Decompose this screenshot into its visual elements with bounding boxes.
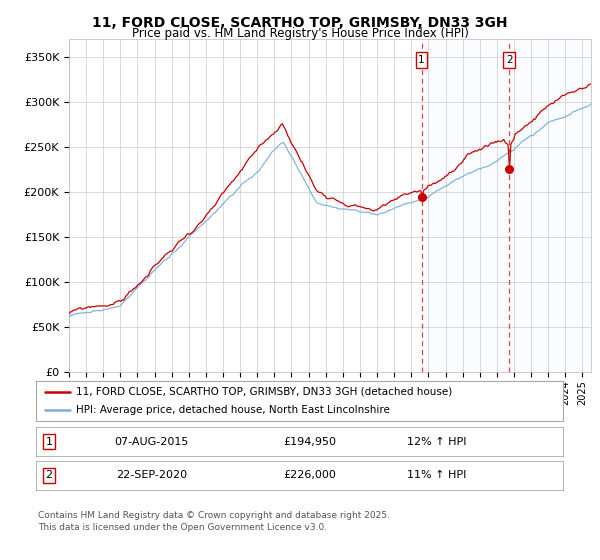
Text: 11, FORD CLOSE, SCARTHO TOP, GRIMSBY, DN33 3GH: 11, FORD CLOSE, SCARTHO TOP, GRIMSBY, DN… <box>92 16 508 30</box>
Text: HPI: Average price, detached house, North East Lincolnshire: HPI: Average price, detached house, Nort… <box>76 405 389 415</box>
Text: 1: 1 <box>418 55 425 65</box>
Text: 22-SEP-2020: 22-SEP-2020 <box>116 470 187 480</box>
Text: 11, FORD CLOSE, SCARTHO TOP, GRIMSBY, DN33 3GH (detached house): 11, FORD CLOSE, SCARTHO TOP, GRIMSBY, DN… <box>76 387 452 396</box>
Text: 07-AUG-2015: 07-AUG-2015 <box>115 437 189 447</box>
Bar <box>422 39 591 372</box>
Text: Contains HM Land Registry data © Crown copyright and database right 2025.
This d: Contains HM Land Registry data © Crown c… <box>38 511 389 532</box>
Text: Price paid vs. HM Land Registry's House Price Index (HPI): Price paid vs. HM Land Registry's House … <box>131 27 469 40</box>
Text: £226,000: £226,000 <box>283 470 337 480</box>
Text: 1: 1 <box>46 437 53 447</box>
Text: 2: 2 <box>46 470 53 480</box>
Text: 11% ↑ HPI: 11% ↑ HPI <box>407 470 466 480</box>
Text: 12% ↑ HPI: 12% ↑ HPI <box>407 437 466 447</box>
Text: £194,950: £194,950 <box>283 437 337 447</box>
Text: 2: 2 <box>506 55 512 65</box>
